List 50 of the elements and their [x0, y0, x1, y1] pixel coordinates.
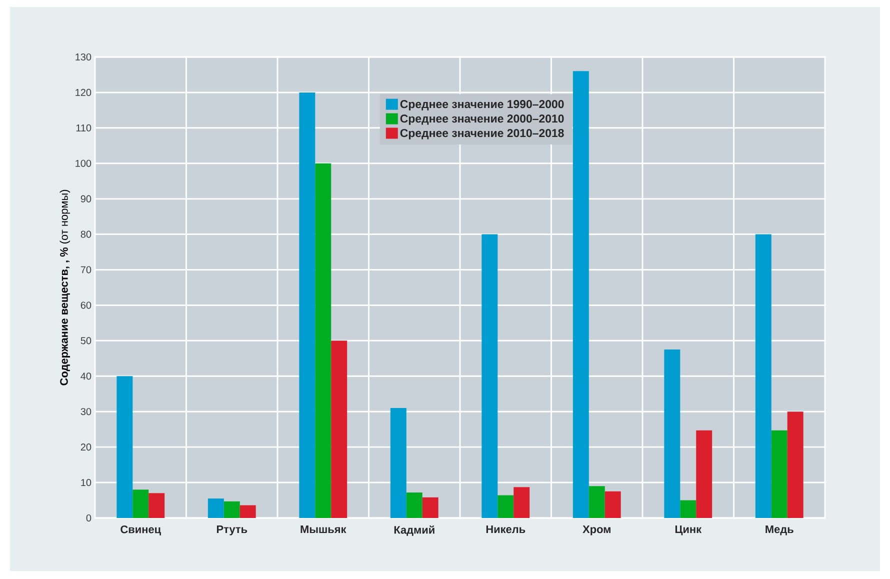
y-tick-label: 70 — [80, 266, 92, 274]
bar — [299, 92, 316, 518]
bar — [696, 430, 712, 518]
bar — [208, 498, 224, 518]
x-tick-label: Цинк — [675, 526, 702, 536]
x-tick-label: Медь — [766, 526, 794, 536]
bar — [224, 501, 240, 518]
y-tick-label: 60 — [80, 302, 92, 309]
bar — [514, 487, 530, 518]
bar — [572, 71, 589, 518]
bar — [240, 505, 256, 518]
y-tick-label: 120 — [76, 88, 92, 96]
bar — [482, 234, 498, 518]
bar — [787, 412, 804, 518]
y-tick-label: 0 — [86, 514, 92, 522]
x-tick-label: Ртуть — [216, 526, 248, 536]
y-tick-label: 10 — [81, 479, 92, 486]
y-tick-label: 20 — [80, 444, 92, 451]
bar — [771, 430, 788, 518]
bar — [390, 408, 406, 518]
bar — [132, 490, 149, 518]
bar — [680, 500, 696, 518]
bar — [588, 486, 605, 518]
y-axis-title: Содержание веществ, , % (от нормы) — [60, 190, 70, 386]
x-tick-label: Никель — [486, 526, 526, 534]
bar — [331, 340, 348, 518]
y-tick-label: 130 — [76, 53, 92, 61]
bar — [755, 234, 772, 518]
bar — [148, 493, 165, 518]
legend-label: Среднее значение 1990–2000 — [400, 100, 564, 110]
bar — [498, 495, 514, 518]
y-tick-label: 40 — [80, 372, 92, 380]
x-tick-label: Хром — [582, 526, 610, 536]
legend-label: Среднее значение 2010–2018 — [400, 128, 564, 140]
y-tick-label: 90 — [80, 195, 92, 202]
bar — [664, 350, 680, 518]
y-tick-label: 110 — [76, 124, 92, 132]
bar — [315, 163, 332, 518]
y-tick-label: 30 — [80, 408, 92, 416]
bar — [422, 497, 438, 518]
y-tick-label: 80 — [80, 230, 92, 238]
bar — [406, 492, 422, 518]
y-tick-label: 100 — [76, 160, 92, 167]
x-tick-label: Мышьяк — [300, 526, 346, 534]
x-tick-label: Свинец — [120, 526, 161, 536]
bar — [116, 376, 133, 518]
x-tick-label: Кадмий — [394, 525, 434, 536]
bar — [604, 491, 621, 518]
y-tick-label: 50 — [80, 337, 92, 344]
legend-label: Среднее значение 2000–2010 — [400, 114, 564, 125]
